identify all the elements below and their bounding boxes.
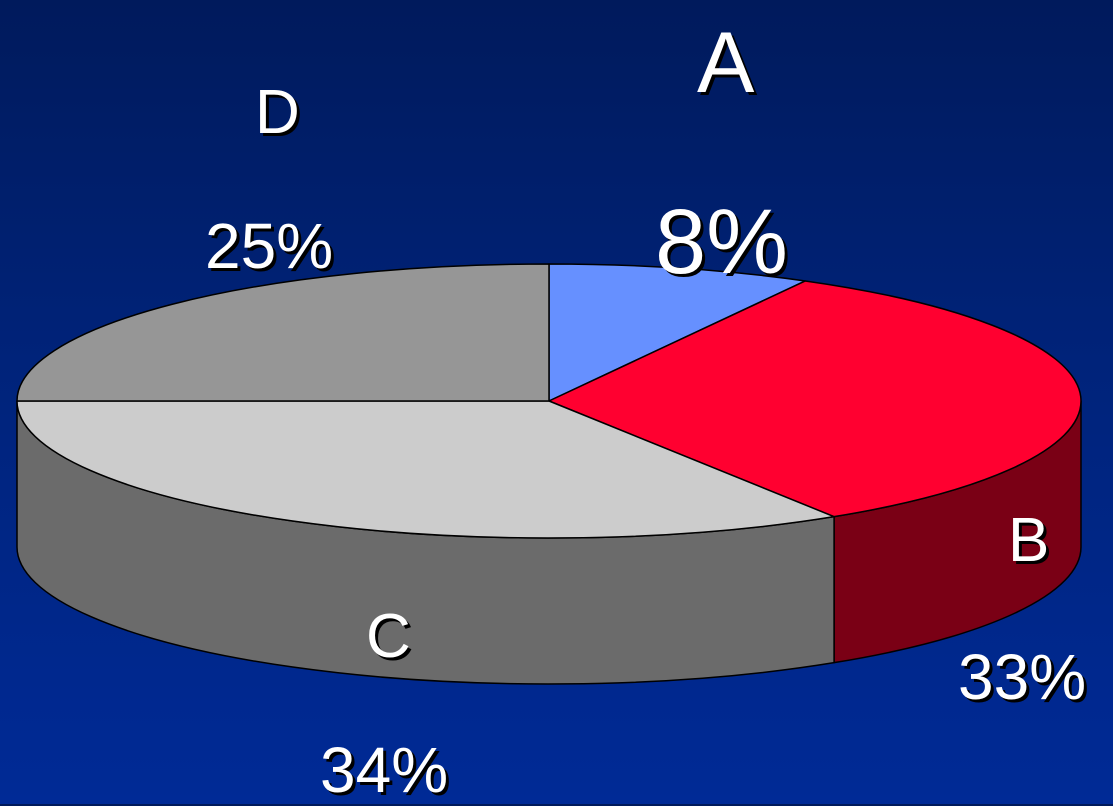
slice-percent-c: 34% [320, 734, 449, 806]
slice-label-a: A [697, 15, 755, 111]
slice-percent-b: 33% [958, 641, 1087, 713]
slice-percent-d: 25% [205, 210, 334, 282]
slice-label-d: D [255, 78, 300, 147]
pie-slice-d [16, 263, 550, 402]
pie-slice-a [548, 263, 807, 402]
slice-percent-a: 8% [655, 191, 788, 293]
pie-slice-c [16, 400, 835, 539]
slice-label-c: C [366, 602, 411, 671]
slice-label-b: B [1008, 506, 1050, 575]
pie-slice-b [548, 280, 1082, 518]
